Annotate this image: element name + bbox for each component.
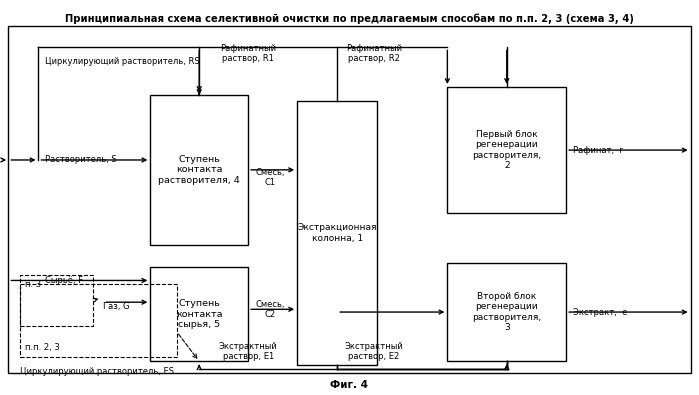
Bar	[8, 26, 691, 373]
Text: Смесь,
C1: Смесь, C1	[255, 167, 284, 187]
Bar	[150, 267, 248, 361]
Text: Экстракт,  e: Экстракт, e	[573, 308, 628, 316]
Text: Фиг. 4: Фиг. 4	[331, 380, 368, 390]
Bar	[447, 263, 566, 361]
Text: Растворитель, S: Растворитель, S	[45, 156, 117, 164]
Text: Циркулирующий растворитель, RS: Циркулирующий растворитель, RS	[45, 57, 200, 66]
Text: Сырьё, F: Сырьё, F	[45, 276, 84, 285]
Bar	[20, 275, 93, 326]
Text: Рафинат,  r: Рафинат, r	[573, 146, 623, 154]
Text: Второй блок
регенерации
растворителя,
3: Второй блок регенерации растворителя, 3	[473, 292, 541, 332]
Text: Ступень
контакта
сырья, 5: Ступень контакта сырья, 5	[176, 299, 222, 329]
Bar	[297, 101, 377, 365]
Text: п.п. 2, 3: п.п. 2, 3	[25, 342, 60, 352]
Bar	[447, 87, 566, 213]
Text: Смесь,
C2: Смесь, C2	[255, 299, 284, 319]
Text: Экстракционная
колонна, 1: Экстракционная колонна, 1	[298, 223, 377, 243]
Text: Экстрактный
раствор, E2: Экстрактный раствор, E2	[345, 342, 403, 361]
Text: Циркулирующий растворитель, ES: Циркулирующий растворитель, ES	[20, 367, 173, 376]
Text: Рафинатный
раствор, R2: Рафинатный раствор, R2	[346, 44, 402, 63]
Text: Газ, G: Газ, G	[103, 302, 130, 310]
Text: Первый блок
регенерации
растворителя,
2: Первый блок регенерации растворителя, 2	[473, 130, 541, 170]
Text: Ступень
контакта
растворителя, 4: Ступень контакта растворителя, 4	[159, 155, 240, 185]
Text: Принципиальная схема селективной очистки по предлагаемым способам по п.п. 2, 3 (: Принципиальная схема селективной очистки…	[65, 14, 634, 24]
Text: Экстрактный
раствор, E1: Экстрактный раствор, E1	[219, 342, 278, 361]
Text: п. 3: п. 3	[25, 280, 41, 290]
Text: Рафинатный
раствор, R1: Рафинатный раствор, R1	[220, 44, 276, 63]
Bar	[150, 95, 248, 245]
Bar	[20, 284, 177, 357]
